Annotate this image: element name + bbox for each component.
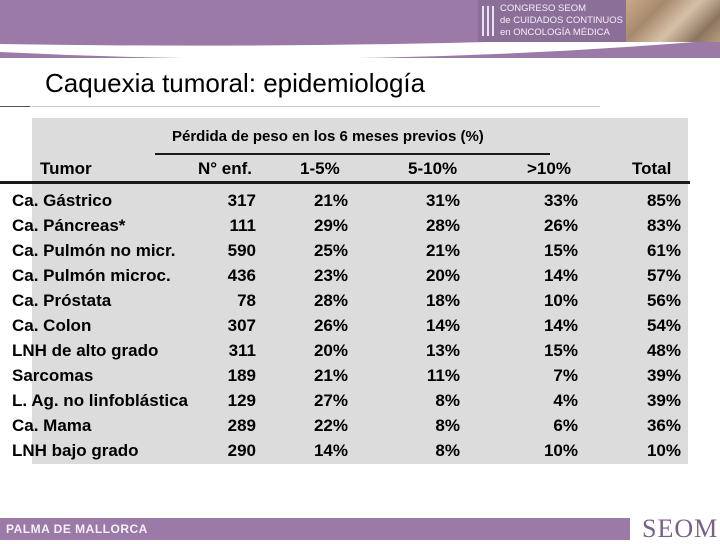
cell-total: 61% <box>646 241 681 260</box>
cell-5-10: 8% <box>435 441 460 460</box>
cell-total: 57% <box>646 266 681 285</box>
cell-total: 85% <box>646 191 681 210</box>
cell-1-5: 25% <box>313 241 348 260</box>
cell-gt-10: 33% <box>543 191 578 210</box>
row-label: Ca. Gástrico <box>12 191 113 210</box>
cell-5-10: 31% <box>425 191 460 210</box>
cell-gt-10: 26% <box>543 216 578 235</box>
seom-logo: SEOM <box>642 514 719 543</box>
cell-1-5: 21% <box>313 366 348 385</box>
cell-n: 111 <box>229 216 257 235</box>
row-label: Ca. Colon <box>12 316 92 335</box>
logo-line-1: CONGRESO SEOM <box>500 3 587 14</box>
cell-n: 436 <box>227 266 256 285</box>
row-label: Ca. Próstata <box>12 291 112 310</box>
row-label: Ca. Pulmón microc. <box>12 266 171 285</box>
col-header-n: N° enf. <box>198 159 253 178</box>
row-label: LNH de alto grado <box>12 341 159 360</box>
row-label: Ca. Mama <box>12 416 92 435</box>
cell-1-5: 27% <box>313 391 348 410</box>
cell-1-5: 29% <box>313 216 348 235</box>
cell-5-10: 8% <box>435 416 460 435</box>
col-header-tumor: Tumor <box>40 159 92 178</box>
header-photo <box>626 0 720 42</box>
row-label: Ca. Pulmón no micr. <box>12 241 176 260</box>
cell-gt-10: 14% <box>543 266 578 285</box>
cell-1-5: 26% <box>313 316 348 335</box>
cell-gt-10: 15% <box>543 341 578 360</box>
footer-band: PALMA DE MALLORCA <box>0 518 630 540</box>
cell-1-5: 14% <box>313 441 348 460</box>
cell-total: 39% <box>646 391 681 410</box>
cell-1-5: 23% <box>313 266 348 285</box>
cell-n: 78 <box>237 291 256 310</box>
group-header-label: Pérdida de peso en los 6 meses previos (… <box>172 128 484 145</box>
cell-5-10: 21% <box>425 241 460 260</box>
title-divider-light <box>30 106 600 107</box>
logo-bars-icon <box>482 6 496 36</box>
cell-total: 56% <box>646 291 681 310</box>
cell-gt-10: 14% <box>543 316 578 335</box>
cell-1-5: 22% <box>313 416 348 435</box>
cell-n: 317 <box>227 191 256 210</box>
cell-n: 289 <box>227 416 256 435</box>
cell-total: 48% <box>646 341 681 360</box>
group-header-rule <box>155 153 550 155</box>
slide-title: Caquexia tumoral: epidemiología <box>45 68 426 98</box>
row-label: Ca. Páncreas* <box>12 216 126 235</box>
cell-n: 290 <box>227 441 256 460</box>
cell-5-10: 28% <box>425 216 460 235</box>
cell-5-10: 8% <box>435 391 460 410</box>
cell-n: 189 <box>227 366 256 385</box>
cell-1-5: 28% <box>313 291 348 310</box>
table-panel <box>32 118 688 464</box>
logo-line-2: de CUIDADOS CONTINUOS <box>500 15 623 26</box>
cell-gt-10: 6% <box>553 416 578 435</box>
cell-5-10: 13% <box>425 341 460 360</box>
row-label: L. Ag. no linfoblástica <box>12 391 188 410</box>
col-header-total: Total <box>632 159 672 178</box>
cell-total: 54% <box>646 316 681 335</box>
cell-n: 307 <box>227 316 256 335</box>
cell-1-5: 21% <box>313 191 348 210</box>
col-header-5-10: 5-10% <box>408 159 458 178</box>
logo-line-3: en ONCOLOGÍA MÉDICA <box>500 27 610 38</box>
logo-text: CONGRESO SEOM de CUIDADOS CONTINUOS en O… <box>500 3 623 39</box>
col-header-1-5: 1-5% <box>300 159 340 178</box>
cell-total: 36% <box>646 416 681 435</box>
cell-5-10: 18% <box>425 291 460 310</box>
congress-logo: CONGRESO SEOM de CUIDADOS CONTINUOS en O… <box>478 0 626 42</box>
header-underline <box>0 181 690 184</box>
row-label: Sarcomas <box>12 366 94 385</box>
footer-location: PALMA DE MALLORCA <box>6 522 148 536</box>
cell-1-5: 20% <box>313 341 348 360</box>
col-header-gt-10: >10% <box>527 159 571 178</box>
cell-gt-10: 4% <box>553 391 578 410</box>
cell-gt-10: 10% <box>543 441 578 460</box>
cell-gt-10: 15% <box>543 241 578 260</box>
cell-total: 83% <box>646 216 681 235</box>
cell-5-10: 11% <box>426 366 460 385</box>
cell-total: 39% <box>646 366 681 385</box>
cell-gt-10: 10% <box>543 291 578 310</box>
title-divider <box>0 106 30 107</box>
cell-5-10: 14% <box>425 316 460 335</box>
cell-total: 10% <box>646 441 681 460</box>
cell-5-10: 20% <box>425 266 460 285</box>
cell-gt-10: 7% <box>553 366 578 385</box>
cell-n: 590 <box>227 241 256 260</box>
cell-n: 129 <box>227 391 256 410</box>
cell-n: 311 <box>228 341 256 360</box>
row-label: LNH bajo grado <box>12 441 139 460</box>
